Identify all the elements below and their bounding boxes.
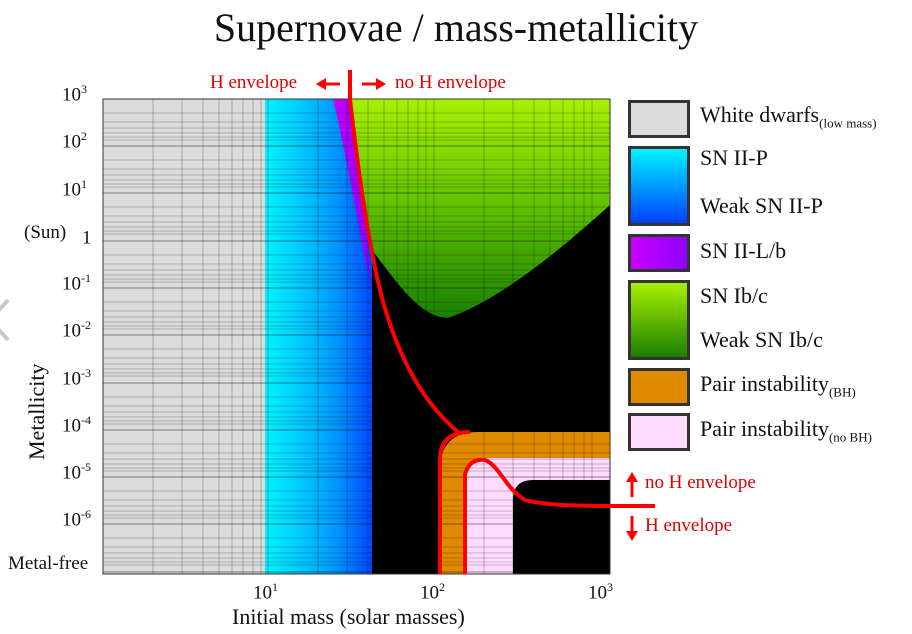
y-sun-label: (Sun) bbox=[24, 222, 67, 243]
legend-label-white-dwarfs: White dwarfs(low mass) bbox=[700, 102, 877, 131]
y-tick-label: 10-2 bbox=[62, 318, 91, 342]
y-metal-free-label: Metal-free bbox=[8, 553, 89, 574]
arrow-right-icon bbox=[362, 78, 386, 90]
y-tick-label: 10-4 bbox=[62, 413, 91, 437]
y-tick-label: 101 bbox=[62, 177, 87, 201]
legend-swatch-sn-ii-p bbox=[628, 146, 690, 226]
legend-swatch-sn-ii-lb bbox=[628, 234, 690, 272]
legend-label-sn-ibc: SN Ib/c bbox=[700, 283, 768, 308]
no-h-envelope-up-label: no H envelope bbox=[645, 472, 756, 493]
y-tick-label: 102 bbox=[62, 129, 87, 153]
arrow-up-icon bbox=[626, 472, 638, 497]
x-tick-label: 102 bbox=[420, 580, 445, 604]
x-axis-title: Initial mass (solar masses) bbox=[232, 604, 465, 629]
arrow-down-icon bbox=[626, 516, 638, 541]
legend-swatch-pair-instability-bh bbox=[628, 368, 690, 406]
legend-swatch-pair-instability-nobh bbox=[628, 413, 690, 451]
legend-label-weak-sn-ii-p: Weak SN II-P bbox=[700, 193, 823, 218]
white-dwarf-region bbox=[103, 99, 265, 574]
y-axis-title: Metallicity bbox=[24, 363, 49, 460]
legend-label-sn-ii-lb: SN II-L/b bbox=[700, 238, 787, 263]
y-tick-label: 10-3 bbox=[62, 366, 91, 390]
chevron-left-icon[interactable] bbox=[0, 296, 12, 344]
x-tick-label: 103 bbox=[588, 580, 613, 604]
legend-swatch-white-dwarfs bbox=[628, 100, 690, 138]
legend-label-sn-ii-p: SN II-P bbox=[700, 145, 768, 170]
legend-label-pair-instability-nobh: Pair instability(no BH) bbox=[700, 416, 872, 445]
no-h-envelope-right-label: no H envelope bbox=[395, 72, 506, 93]
sn-ii-lb-region bbox=[333, 99, 372, 290]
x-tick-label: 101 bbox=[253, 580, 278, 604]
black-hole-subregion bbox=[513, 480, 610, 574]
h-envelope-left-label: H envelope bbox=[210, 72, 298, 93]
y-tick-label: 10-1 bbox=[62, 271, 91, 295]
y-tick-label: 10-6 bbox=[62, 507, 91, 531]
arrow-left-icon bbox=[316, 78, 340, 90]
sn-ibc-region bbox=[345, 99, 610, 318]
legend-label-pair-instability-bh: Pair instability(BH) bbox=[700, 371, 856, 400]
h-envelope-boundary-curve bbox=[348, 70, 460, 434]
plot-border bbox=[102, 98, 611, 575]
y-tick-label: 1 bbox=[82, 227, 92, 249]
grid-lines bbox=[103, 99, 610, 573]
y-tick-label: 103 bbox=[62, 82, 87, 106]
legend-label-weak-sn-ibc: Weak SN Ib/c bbox=[700, 327, 823, 352]
h-envelope-down-label: H envelope bbox=[645, 515, 733, 536]
pair-instability-boundary-curve bbox=[438, 430, 656, 574]
diagram-title: Supernovae / mass-metallicity bbox=[213, 5, 699, 50]
y-tick-label: 10-5 bbox=[62, 460, 91, 484]
legend-swatch-sn-ibc bbox=[628, 280, 690, 360]
grid-vertical-lines bbox=[152, 99, 593, 574]
